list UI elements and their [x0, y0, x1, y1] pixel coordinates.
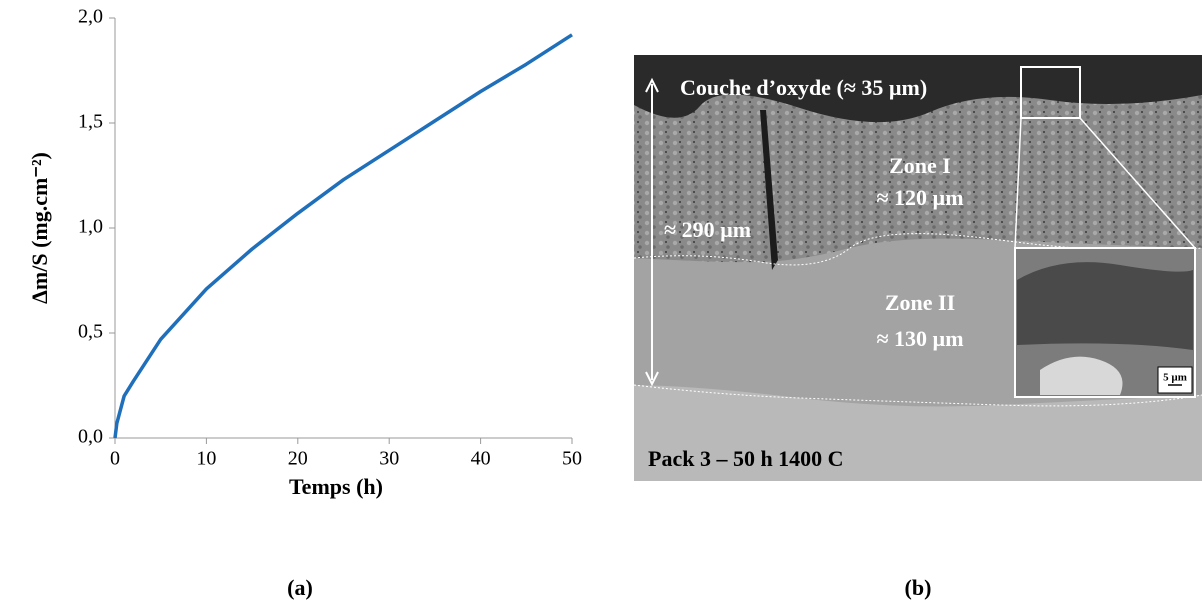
x-tick-label: 0 — [110, 448, 120, 470]
x-tick-label: 10 — [196, 448, 216, 470]
caption: (a) — [287, 575, 313, 600]
inset-oxide — [1017, 262, 1193, 350]
y-tick-label: 1,5 — [78, 111, 103, 133]
boundary — [633, 384, 1202, 407]
y-tick-label: 2,0 — [78, 6, 103, 28]
arrow-heads — [645, 77, 659, 387]
y-tick-label: 0,5 — [78, 321, 103, 343]
oxide-label: Couche d’oxyde (≈ 35 µm) — [680, 75, 927, 100]
data-line — [113, 33, 573, 439]
scale-box — [1157, 366, 1193, 394]
zone-size: ≈ 120 µm — [876, 185, 963, 210]
zone-size: ≈ 130 µm — [876, 326, 963, 351]
inset-grain — [1040, 356, 1123, 395]
crack — [760, 110, 778, 270]
chart-a: Temps (h) Δm/S (mg.cm⁻²) 0 10 20 30 40 50 0,0 0… — [27, 6, 582, 499]
y-tick-label: 1,0 — [78, 216, 103, 238]
oxide-layer — [634, 55, 1202, 123]
caption: (b) — [905, 575, 932, 600]
total-thickness: ≈ 290 µm — [664, 217, 751, 242]
y-tick-label: 0,0 — [78, 426, 103, 448]
x-tick-label: 20 — [288, 448, 308, 470]
x-tick-label: 50 — [562, 448, 582, 470]
zoom-line — [1014, 117, 1022, 249]
scale-label: 5 µm — [1163, 372, 1187, 384]
x-tick-label: 40 — [471, 448, 491, 470]
x-axis-title: Temps (h) — [289, 474, 383, 499]
zone-1 — [634, 55, 1202, 263]
zoom-line — [1079, 117, 1196, 249]
zone-label: Zone II — [885, 290, 955, 315]
condition-label: Pack 3 – 50 h 1400 C — [648, 446, 844, 471]
x-tick-label: 30 — [379, 448, 399, 470]
y-axis-title: Δm/S (mg.cm⁻²) — [27, 152, 52, 304]
zoom-box — [1020, 66, 1081, 119]
zone-label: Zone I — [889, 153, 951, 178]
micrograph: 5 µm Couche d’oxyde (≈ 35 µm) Zone I ≈ 1… — [633, 55, 1202, 481]
boundary — [633, 233, 1202, 266]
